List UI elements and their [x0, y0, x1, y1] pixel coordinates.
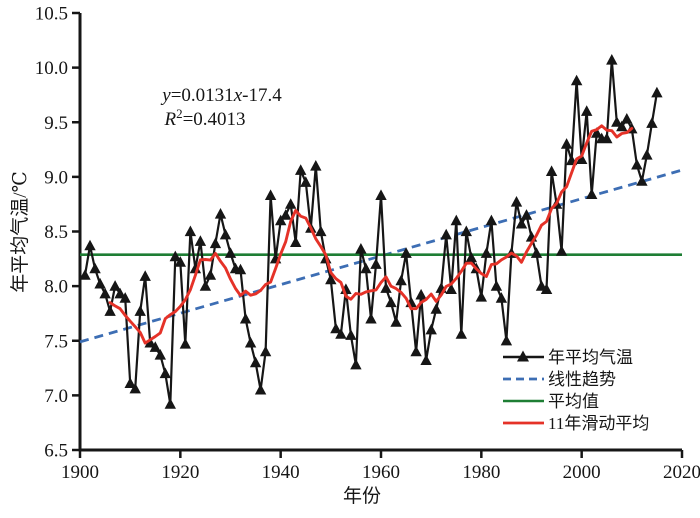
y-tick-label: 8.0 [44, 277, 68, 298]
x-tick-label: 2000 [563, 462, 601, 483]
moving-average-line [108, 124, 634, 345]
legend-item-moving-average: 11年滑动平均 [503, 414, 649, 433]
legend: 年平均气温 线性趋势 平均值 11年滑动平均 [503, 348, 649, 433]
annual-temperature-series [79, 54, 663, 409]
moving-average-polyline [108, 124, 634, 345]
x-tick-label: 1960 [362, 462, 400, 483]
y-tick-label: 9.5 [44, 113, 68, 134]
y-tick-label: 10.0 [35, 58, 68, 79]
y-axis-tick-labels: 6.5 7.0 7.5 8.0 8.5 9.0 9.5 10.0 10.5 [35, 4, 68, 462]
legend-item-trend: 线性趋势 [503, 370, 616, 389]
y-tick-label: 9.0 [44, 167, 68, 188]
y-tick-label: 10.5 [35, 4, 68, 25]
y-tick-label: 6.5 [44, 441, 68, 462]
legend-item-mean: 平均值 [503, 392, 599, 411]
x-axis-title: 年份 [343, 485, 381, 507]
regression-annotation: y=0.0131x-17.4 R2=0.4013 [160, 85, 282, 130]
y-tick-label: 7.5 [44, 331, 68, 352]
y-tick-label: 7.0 [44, 386, 68, 407]
y-tick-label: 8.5 [44, 222, 68, 243]
x-tick-label: 1900 [61, 462, 99, 483]
legend-annual-label: 年平均气温 [548, 348, 633, 367]
legend-mean-label: 平均值 [548, 392, 599, 411]
x-tick-label: 1920 [161, 462, 199, 483]
x-tick-label: 1940 [262, 462, 300, 483]
x-axis-tick-labels: 1900 1920 1940 1960 1980 2000 2020 [61, 462, 700, 483]
y-axis-title: 年平均气温/℃ [9, 171, 31, 293]
x-tick-label: 1980 [462, 462, 500, 483]
legend-annual-triangle-marker [517, 350, 529, 362]
regression-equation: y=0.0131x-17.4 [160, 85, 282, 106]
legend-trend-label: 线性趋势 [548, 370, 616, 389]
r-squared-value: R2=0.4013 [163, 106, 245, 130]
x-tick-label: 2020 [663, 462, 700, 483]
x-axis-ticks [78, 450, 684, 458]
legend-moving-average-label: 11年滑动平均 [548, 414, 649, 433]
legend-item-annual: 年平均气温 [503, 348, 633, 367]
y-axis-ticks [72, 11, 80, 452]
